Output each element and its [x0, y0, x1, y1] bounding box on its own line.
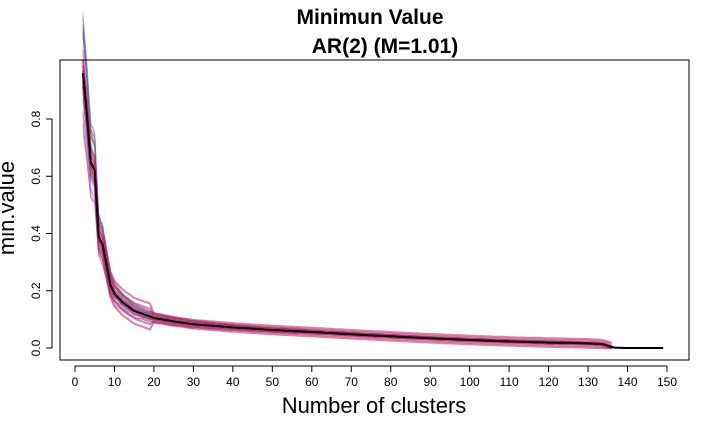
- y-tick-label: 0.0: [29, 339, 43, 356]
- trajectory-line: [82, 23, 664, 349]
- trajectory-line: [82, 82, 664, 349]
- mean-series-line: [81, 73, 664, 349]
- trajectory-line: [82, 27, 664, 349]
- x-axis: 0 10 20 30 40 50 60 70 80 90 100 110 120 130 140 150: [72, 365, 677, 389]
- x-tick-label: 20: [147, 375, 161, 389]
- x-tick-label: 40: [226, 375, 240, 389]
- x-tick-label: 110: [500, 375, 519, 389]
- trajectory-line: [82, 12, 664, 349]
- y-tick-label: 0.6: [29, 168, 43, 185]
- y-axis-title: min.value: [0, 161, 19, 255]
- trajectory-line: [82, 29, 664, 349]
- series-group: [81, 73, 664, 349]
- trajectory-line: [82, 59, 664, 349]
- x-tick-label: 100: [460, 375, 480, 389]
- trajectory-line: [82, 32, 664, 349]
- trajectory-line: [81, 75, 613, 349]
- x-tick-label: 150: [657, 375, 677, 389]
- trajectory-line: [82, 114, 664, 349]
- trajectory-line: [82, 124, 664, 349]
- trajectory-line: [82, 119, 664, 349]
- trajectory-line: [82, 50, 664, 349]
- trajectory-line: [81, 65, 613, 346]
- trajectory-line: [82, 36, 664, 349]
- y-tick-label: 0.8: [29, 110, 43, 127]
- x-tick-label: 0: [72, 375, 79, 389]
- x-tick-label: 120: [539, 375, 559, 389]
- trajectory-line: [82, 98, 664, 349]
- trajectory-line: [82, 93, 664, 349]
- trajectory-line: [82, 72, 664, 349]
- x-tick-label: 60: [305, 375, 319, 389]
- trajectory-line: [82, 85, 664, 349]
- plot-frame: [59, 59, 690, 361]
- trajectory-line: [82, 17, 664, 349]
- trajectory-line: [82, 72, 664, 349]
- trajectory-line: [82, 16, 664, 349]
- trajectory-line: [82, 111, 664, 349]
- x-tick-label: 50: [266, 375, 280, 389]
- trajectory-line: [82, 92, 664, 349]
- x-axis-title: Number of clusters: [282, 393, 467, 418]
- trajectory-line: [82, 84, 664, 349]
- chart-subtitle: AR(2) (M=1.01): [312, 35, 458, 58]
- trajectory-line: [82, 31, 664, 349]
- trajectory-line: [82, 78, 664, 349]
- trajectory-band: [81, 12, 664, 349]
- trajectory-line: [82, 28, 664, 349]
- x-tick-label: 10: [108, 375, 122, 389]
- trajectory-line: [82, 72, 664, 349]
- trajectory-line: [82, 122, 664, 349]
- trajectory-line: [82, 72, 664, 349]
- x-tick-label: 80: [384, 375, 398, 389]
- trajectory-line: [82, 49, 664, 349]
- x-tick-label: 140: [618, 375, 638, 389]
- trajectory-line: [81, 80, 612, 349]
- trajectory-line: [82, 55, 664, 349]
- chart-title: Minimun Value: [296, 6, 443, 29]
- x-tick-label: 130: [578, 375, 598, 389]
- x-tick-label: 30: [187, 375, 201, 389]
- trajectory-line: [82, 34, 664, 349]
- y-axis: 0.0 0.2 0.4 0.6 0.8: [29, 110, 53, 356]
- trajectory-line: [82, 97, 664, 349]
- y-tick-label: 0.2: [29, 282, 43, 299]
- trajectory-line: [81, 70, 613, 348]
- trajectory-line: [82, 100, 664, 349]
- trajectory-line: [82, 49, 664, 349]
- x-tick-label: 90: [424, 375, 438, 389]
- trajectory-line: [82, 91, 664, 349]
- y-tick-label: 0.4: [29, 225, 43, 242]
- trajectory-line: [82, 32, 664, 349]
- trajectory-line: [82, 62, 664, 349]
- trajectory-line: [81, 86, 612, 349]
- x-tick-label: 70: [345, 375, 359, 389]
- trajectory-line: [82, 111, 664, 349]
- trajectory-line: [81, 60, 613, 344]
- trajectory-line: [82, 18, 664, 349]
- trajectory-line: [82, 24, 664, 349]
